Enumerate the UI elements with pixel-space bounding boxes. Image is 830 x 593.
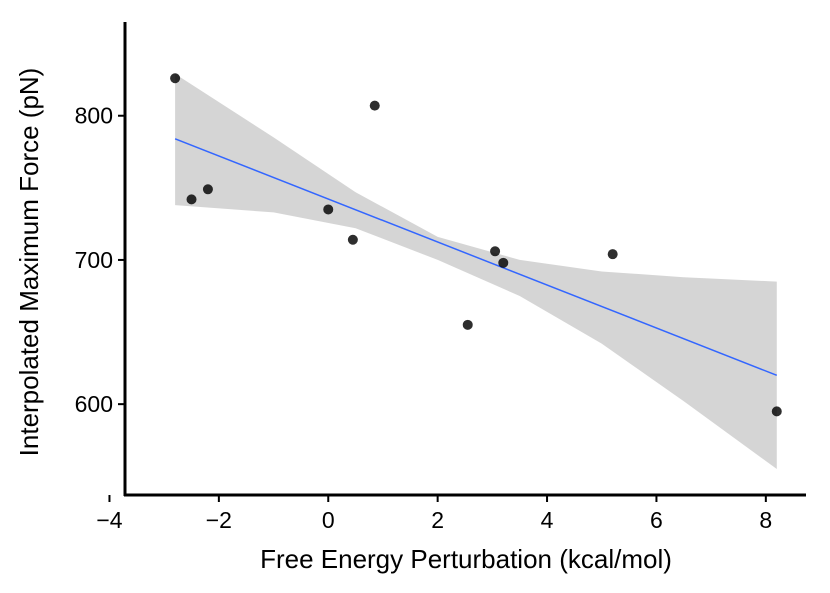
x-tick-label: 0 (322, 507, 335, 533)
regression-line-layer (174, 138, 778, 377)
confidence-band-layer (175, 73, 777, 470)
data-point (498, 257, 509, 268)
regression-line (174, 138, 778, 377)
x-tick-label: −4 (96, 507, 122, 533)
data-point (607, 249, 618, 260)
data-point (323, 204, 334, 215)
y-tick-label: 600 (75, 391, 113, 417)
data-points-layer (170, 73, 782, 417)
axes-layer: −4 −2 0 2 4 6 8 600 700 800 (75, 22, 806, 533)
confidence-band (175, 73, 777, 470)
data-point (347, 234, 358, 245)
data-point (490, 246, 501, 257)
y-tick-label: 800 (75, 103, 113, 129)
y-axis-title: Interpolated Maximum Force (pN) (14, 68, 44, 457)
data-point (170, 73, 181, 84)
x-tick-label: 8 (759, 507, 772, 533)
x-tick-label: −2 (206, 507, 232, 533)
x-tick-label: 2 (431, 507, 444, 533)
y-tick-label: 700 (75, 247, 113, 273)
x-tick-label: 4 (541, 507, 554, 533)
x-tick-label: 6 (650, 507, 663, 533)
data-point (369, 100, 380, 111)
data-point (771, 406, 782, 417)
x-axis-title: Free Energy Perturbation (kcal/mol) (260, 544, 672, 574)
data-point (186, 194, 197, 205)
data-point (202, 184, 213, 195)
data-point (462, 319, 473, 330)
